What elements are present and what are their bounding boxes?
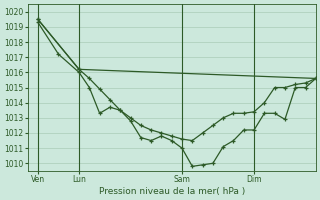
X-axis label: Pression niveau de la mer( hPa ): Pression niveau de la mer( hPa ) bbox=[99, 187, 245, 196]
